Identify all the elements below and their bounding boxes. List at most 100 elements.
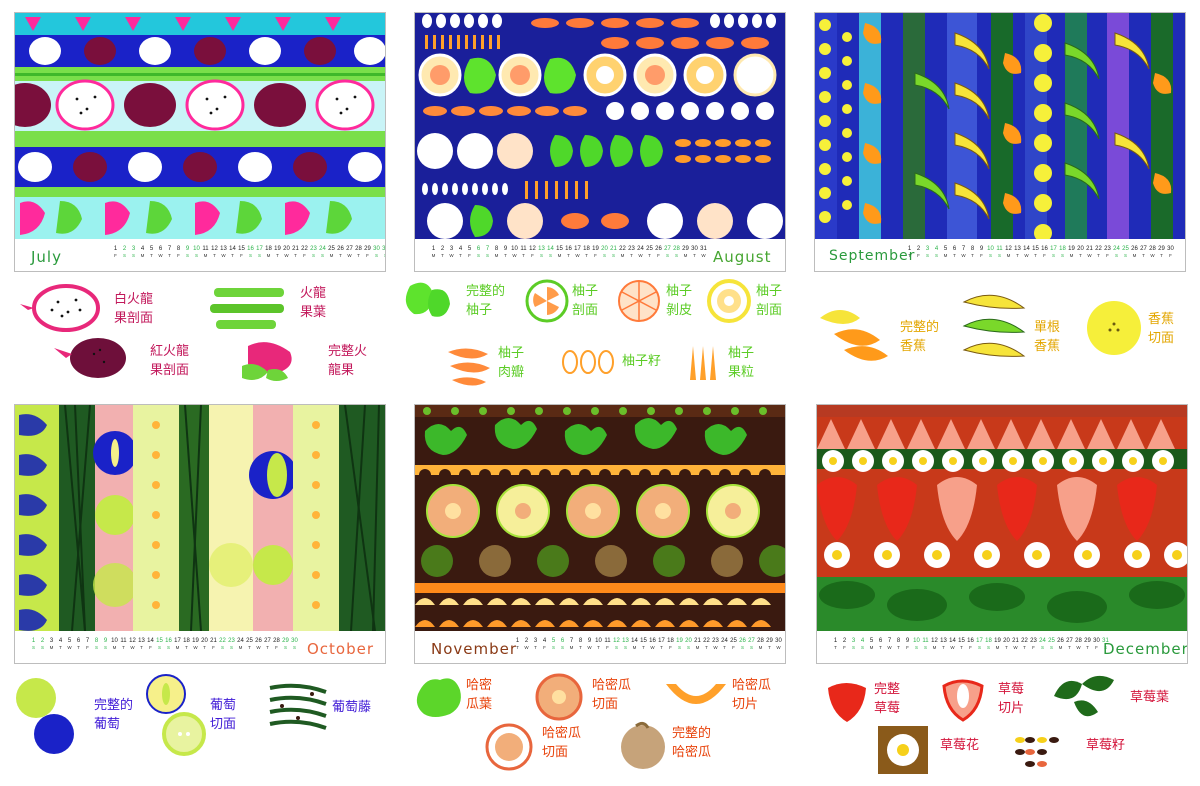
day-number: 25 [1048, 638, 1055, 644]
calendar-strip: 1 S 2 S 3 M 4 T 5 W 6 T 7 F 8 S 9 S 10 M 11 T 12 W 13 T 14 F 15 S 16 S 1… [15, 631, 385, 663]
day-weekday: M [494, 253, 499, 258]
calendar-day: 15 S [155, 637, 164, 651]
day-number: 8 [578, 638, 583, 644]
day-number: 23 [1030, 638, 1037, 644]
day-number: 24 [1039, 638, 1046, 644]
day-weekday: S [1103, 645, 1107, 650]
day-number: 13 [940, 638, 947, 644]
calendar-day: 11 T [119, 637, 128, 651]
day-number: 6 [952, 246, 957, 252]
day-weekday: S [31, 645, 35, 650]
day-weekday: M [758, 645, 763, 650]
month-label: September [829, 248, 916, 264]
day-number: 14 [949, 638, 956, 644]
day-weekday: S [614, 645, 618, 650]
calendar-day: 17 M [173, 637, 182, 651]
day-weekday: T [339, 253, 342, 258]
day-row: 1 T 2 W 3 T 4 F 5 S 6 S 7 M 8 T 9 W 10 T 11 F 12 S 13 S 14 M 15 T 16 W 1… [513, 637, 783, 651]
day-weekday: T [357, 253, 360, 258]
day-number: 18 [1059, 246, 1066, 252]
day-weekday: S [914, 645, 918, 650]
calendar-day: 12 T [210, 245, 219, 259]
day-weekday: F [86, 645, 89, 650]
day-number: 15 [1032, 246, 1039, 252]
day-number: 29 [282, 638, 289, 644]
day-number: 30 [775, 638, 782, 644]
day-row: 1 F 2 S 3 S 4 M 5 T 6 W 7 T 8 F 9 S 10 S 11 M 12 T 13 W 14 T 15 F 16 S 1… [111, 245, 385, 259]
day-number: 3 [49, 638, 54, 644]
whole-banana-icon [820, 310, 888, 361]
calendar-day: 30 S [372, 245, 381, 259]
calendar-day: 21 T [291, 245, 300, 259]
calendar-day: 10 M [110, 637, 119, 651]
day-weekday: M [620, 253, 625, 258]
calendar-day: 22 M [618, 245, 627, 259]
calendar-card-november: November 1 T 2 W 3 T 4 F 5 S 6 S 7 M 8 T 9 W 10 T 11 F 12 S 13 S 1… [414, 404, 786, 664]
day-weekday: T [1005, 645, 1008, 650]
day-weekday: F [1169, 253, 1172, 258]
day-number: 11 [996, 246, 1003, 252]
day-weekday: T [630, 253, 633, 258]
day-weekday: F [906, 645, 909, 650]
legend-label: 草莓 切片 [998, 682, 1025, 716]
day-weekday: F [1043, 253, 1046, 258]
calendar-day: 21 F [209, 637, 218, 651]
day-weekday: F [366, 253, 369, 258]
day-number: 19 [676, 638, 683, 644]
strawberry-leaf-icon [1054, 675, 1114, 717]
calendar-day: 18 T [182, 637, 191, 651]
day-weekday: T [1079, 253, 1082, 258]
day-weekday: T [185, 645, 188, 650]
calendar-card-july: July 1 F 2 S 3 S 4 M 5 T 6 W 7 T 8 F 9 S 10 S 11 M 12 T 13 W 14 T 15… [14, 12, 386, 272]
calendar-day: 24 T [720, 637, 729, 651]
calendar-strip: 1 M 2 T 3 W 4 T 5 F 6 S 7 S 8 M 9 T 10 W 11 T 12 F 13 S 14 S 15 M 16 T 1… [415, 239, 785, 271]
day-weekday: F [149, 645, 152, 650]
calendar-day: 29 T [1157, 245, 1166, 259]
day-weekday: F [1032, 645, 1035, 650]
day-number: 16 [649, 638, 656, 644]
day-number: 13 [622, 638, 629, 644]
calendar-day: 17 S [255, 245, 264, 259]
single-banana-icon [962, 294, 1026, 357]
whole-dragonfruit-icon [242, 342, 292, 381]
day-number: 24 [637, 246, 644, 252]
day-weekday: F [980, 253, 983, 258]
calendar-day: 13 W [219, 245, 228, 259]
day-number: 9 [503, 246, 508, 252]
day-number: 25 [1122, 246, 1129, 252]
day-weekday: S [560, 645, 564, 650]
calendar-day: 30 F [1092, 637, 1101, 651]
pomelo-section-icon [525, 279, 569, 323]
day-weekday: T [879, 645, 882, 650]
legend-label: 完整的 香蕉 [900, 320, 940, 354]
calendar-day: 23 S [227, 637, 236, 651]
day-weekday: T [1016, 253, 1019, 258]
calendar-day: 16 T [564, 245, 573, 259]
day-weekday: S [997, 253, 1001, 258]
day-number: 16 [565, 246, 572, 252]
dragonfruit-leaf-icon [210, 288, 284, 329]
day-number: 27 [748, 638, 755, 644]
day-weekday: M [112, 645, 117, 650]
day-number: 1 [515, 638, 520, 644]
day-weekday: T [642, 645, 645, 650]
calendar-day: 10 S [986, 245, 995, 259]
calendar-day: 10 S [192, 245, 201, 259]
day-number: 3 [851, 638, 856, 644]
day-weekday: T [203, 645, 206, 650]
day-weekday: T [534, 645, 537, 650]
day-number: 23 [1104, 246, 1111, 252]
calendar-day: 26 M [1130, 245, 1139, 259]
